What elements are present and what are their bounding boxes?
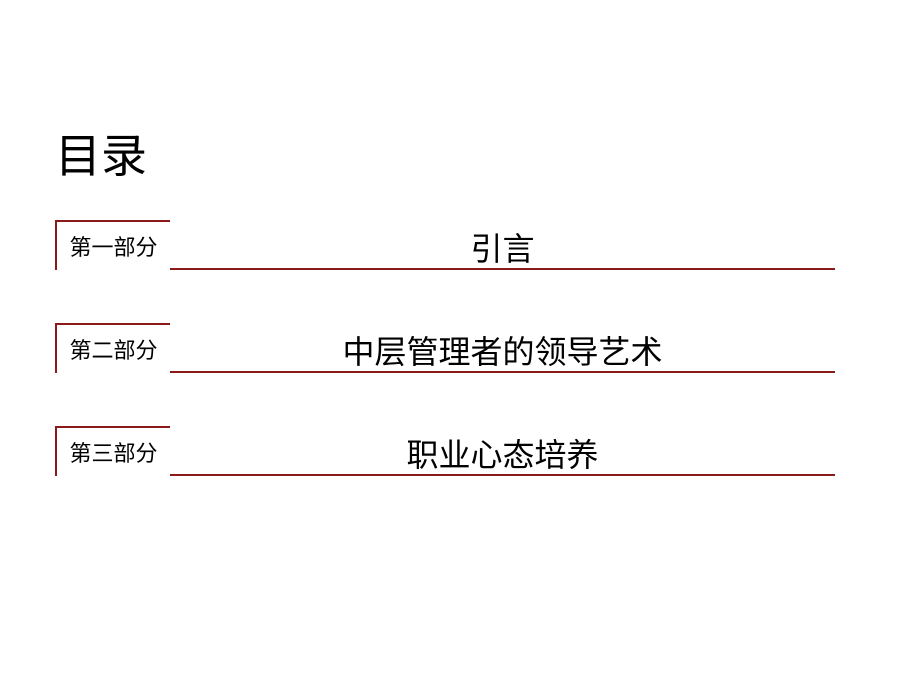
toc-item: 第三部分 职业心态培养: [55, 426, 835, 521]
toc-label: 第三部分: [69, 436, 157, 468]
toc-underline: [170, 474, 835, 476]
toc-content: 中层管理者的领导艺术: [170, 328, 835, 371]
toc-label-box: 第二部分: [55, 323, 170, 373]
toc-underline: [170, 268, 835, 270]
toc-underline: [170, 371, 835, 373]
toc-label: 第二部分: [69, 333, 157, 365]
toc-content: 职业心态培养: [170, 431, 835, 474]
toc-item: 第二部分 中层管理者的领导艺术: [55, 323, 835, 418]
toc-item: 第一部分 引言: [55, 220, 835, 315]
center-marker-icon: ·: [458, 338, 462, 353]
toc-content: 引言: [170, 225, 835, 268]
toc-label-box: 第一部分: [55, 220, 170, 270]
toc-container: 第一部分 引言 第二部分 中层管理者的领导艺术 第三部分 职业心态培养: [55, 220, 835, 529]
toc-label: 第一部分: [69, 230, 157, 262]
page-title: 目录: [55, 120, 147, 186]
toc-label-box: 第三部分: [55, 426, 170, 476]
